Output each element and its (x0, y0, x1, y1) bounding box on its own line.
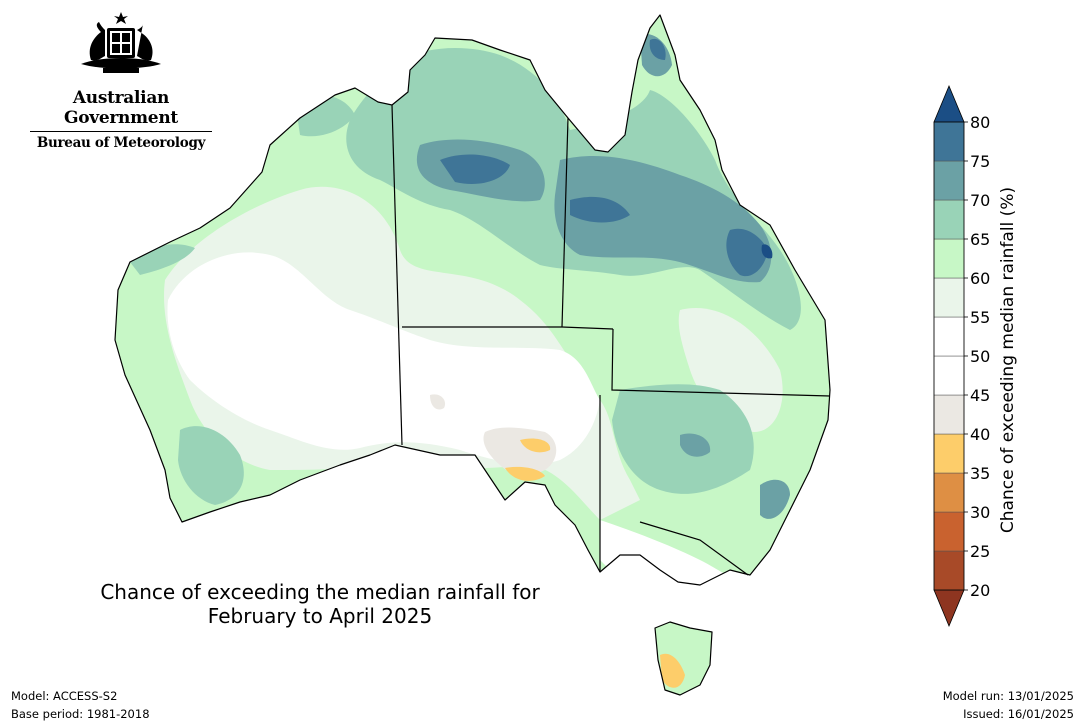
footer-right: Model run: 13/01/2025 Issued: 16/01/2025 (943, 687, 1074, 723)
coat-of-arms-icon (81, 12, 161, 73)
colorbar-tick-label: 50 (970, 347, 990, 366)
colorbar-tick-label: 60 (970, 269, 990, 288)
colorbar-bin (933, 199, 965, 240)
colorbar: 20 25 30 35 40 45 50 55 60 65 70 75 80 (933, 84, 990, 628)
colorbar-tick-label: 80 (970, 113, 990, 132)
state-borders (391, 104, 831, 576)
model-name: Model: ACCESS-S2 (11, 689, 118, 703)
government-name: Australian Government (64, 88, 178, 128)
colorbar-tick-label: 20 (970, 581, 990, 600)
base-period: Base period: 1981-2018 (11, 707, 150, 721)
colorbar-tick-label: 30 (970, 503, 990, 522)
colorbar-tick-label: 25 (970, 542, 990, 561)
map-title-line-2: February to April 2025 (207, 604, 433, 628)
agency-name: Bureau of Meteorology (36, 135, 206, 151)
colorbar-extend-below (933, 589, 965, 628)
colorbar-tick-label: 65 (970, 230, 990, 249)
colorbar-bin (933, 277, 965, 318)
model-run-date: Model run: 13/01/2025 (942, 689, 1074, 703)
colorbar-bin (933, 394, 965, 435)
colorbar-bin (933, 472, 965, 513)
colorbar-bin (933, 316, 965, 357)
colorbar-bin (933, 238, 965, 279)
colorbar-bin (933, 355, 965, 396)
colorbar-tick-label: 45 (970, 386, 990, 405)
map-title: Chance of exceeding the median rainfall … (70, 580, 570, 628)
colorbar-extend-above (933, 84, 965, 123)
coastline (114, 14, 831, 696)
issued-date: Issued: 16/01/2025 (963, 707, 1074, 721)
colorbar-label: Chance of exceeding median rainfall (%) (998, 186, 1018, 534)
colorbar-tick-label: 35 (970, 464, 990, 483)
colorbar-bin (933, 511, 965, 552)
colorbar-tick-label: 75 (970, 152, 990, 171)
colorbar-tick-label: 55 (970, 308, 990, 327)
colorbar-bin (933, 550, 965, 591)
colorbar-bin (933, 160, 965, 201)
government-logo: Australian Government Bureau of Meteorol… (28, 10, 214, 151)
colorbar-bin (933, 433, 965, 474)
colorbar-bin (933, 121, 965, 162)
footer-left: Model: ACCESS-S2 Base period: 1981-2018 (11, 687, 150, 723)
colorbar-tick-label: 40 (970, 425, 990, 444)
map-title-line-1: Chance of exceeding the median rainfall … (100, 580, 540, 604)
colorbar-tick-label: 70 (970, 191, 990, 210)
logo-divider (30, 131, 212, 132)
